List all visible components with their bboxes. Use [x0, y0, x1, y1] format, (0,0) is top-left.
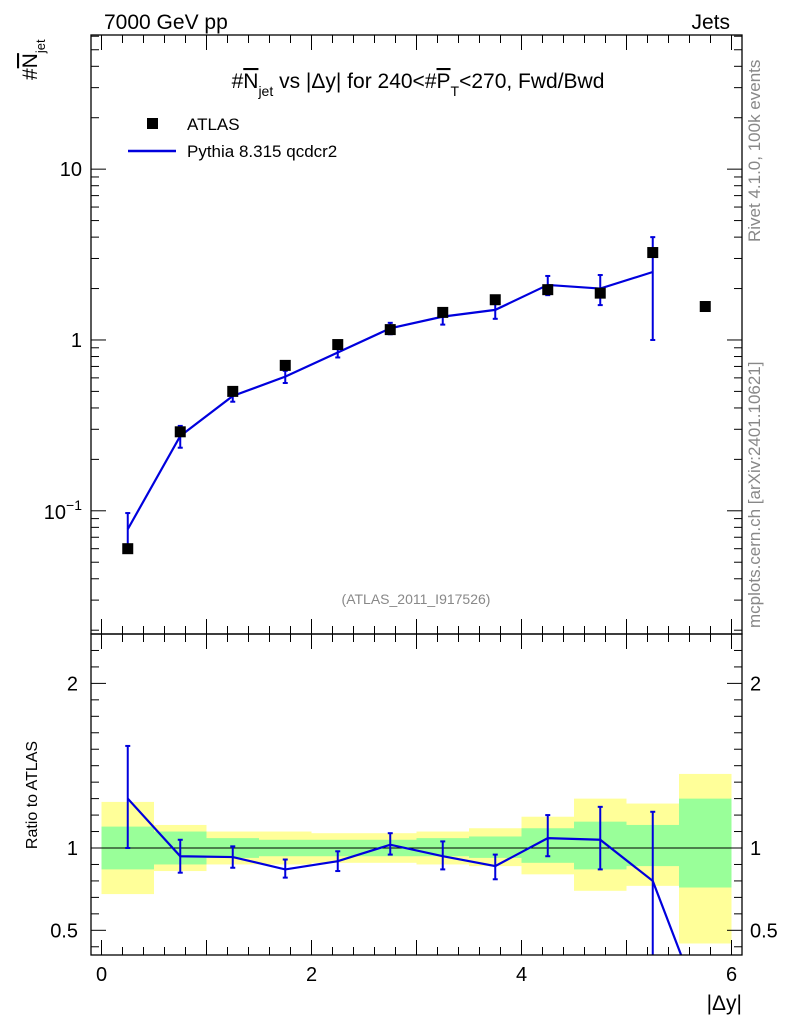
chart-title: #Njet vs |Δy| for 240<#PT<270, Fwd/Bwd — [232, 70, 605, 99]
atlas-point — [332, 339, 344, 351]
y-tick-label-main: 1 — [71, 330, 82, 352]
x-axis-label: |Δy| — [707, 992, 742, 1015]
atlas-point — [227, 385, 239, 397]
ratio-bands — [101, 773, 732, 944]
x-tick-label: 6 — [726, 964, 737, 986]
header-left: 7000 GeV pp — [104, 11, 228, 34]
y-tick-label-ratio-right: 1 — [750, 838, 761, 860]
svg-text:#Njet: #Njet — [19, 39, 48, 80]
atlas-point — [699, 301, 711, 313]
atlas-point — [279, 359, 291, 371]
main-tick-labels: 10 1 10−1 — [44, 159, 82, 524]
atlas-point — [437, 306, 449, 318]
legend-data-label: ATLAS — [187, 115, 240, 134]
side-rivet-text: Rivet 4.1.0, 100k events — [745, 60, 764, 242]
atlas-point — [489, 294, 501, 306]
atlas-point — [594, 287, 606, 299]
atlas-point — [542, 284, 554, 296]
mc-series — [125, 236, 656, 551]
ratio-axis-ticks — [91, 634, 742, 955]
atlas-point — [174, 426, 186, 438]
legend-mc-label: Pythia 8.315 qcdcr2 — [187, 142, 337, 161]
ratio-band-stat — [469, 836, 522, 858]
ratio-frame — [90, 633, 743, 956]
x-tick-label: 2 — [306, 964, 317, 986]
y-tick-label-ratio-left: 2 — [67, 673, 78, 695]
atlas-point — [647, 247, 659, 259]
title-n-overline: N — [243, 70, 258, 93]
ratio-ylabel: Ratio to ATLAS — [24, 741, 41, 849]
y-tick-label-main: 10 — [60, 159, 82, 181]
atlas-point — [122, 543, 134, 555]
ratio-mc-line — [126, 797, 683, 956]
header-right: Jets — [691, 11, 730, 34]
y-tick-label-ratio-right: 0.5 — [750, 920, 778, 942]
x-tick-labels: 0 2 4 6 — [96, 964, 737, 986]
y-tick-label-ratio-right: 2 — [750, 673, 761, 695]
ratio-tick-labels: 2 2 1 1 0.5 0.5 — [50, 673, 778, 942]
legend: ATLAS Pythia 8.315 qcdcr2 — [128, 115, 337, 161]
mc-line — [126, 270, 654, 530]
x-tick-label: 4 — [516, 964, 527, 986]
main-axis-ticks — [91, 35, 742, 634]
side-mcplots-text: mcplots.cern.ch [arXiv:2401.10621] — [745, 362, 764, 628]
main-ylabel: #Njet — [19, 39, 48, 80]
y-tick-label-ratio-left: 0.5 — [50, 920, 78, 942]
y-tick-label-main-exp: 10−1 — [44, 497, 82, 524]
ratio-mc-series — [125, 744, 683, 956]
ratio-panel: 2 2 1 1 0.5 0.5 — [50, 633, 778, 956]
y-tick-label-ratio-left: 1 — [67, 838, 78, 860]
legend-data-marker — [147, 118, 158, 129]
atlas-series — [122, 247, 711, 555]
atlas-point — [384, 324, 396, 336]
analysis-tag: (ATLAS_2011_I917526) — [342, 591, 491, 607]
ratio-band-stat — [679, 798, 732, 888]
title-p-overline: P — [437, 70, 451, 93]
x-tick-label: 0 — [96, 964, 107, 986]
